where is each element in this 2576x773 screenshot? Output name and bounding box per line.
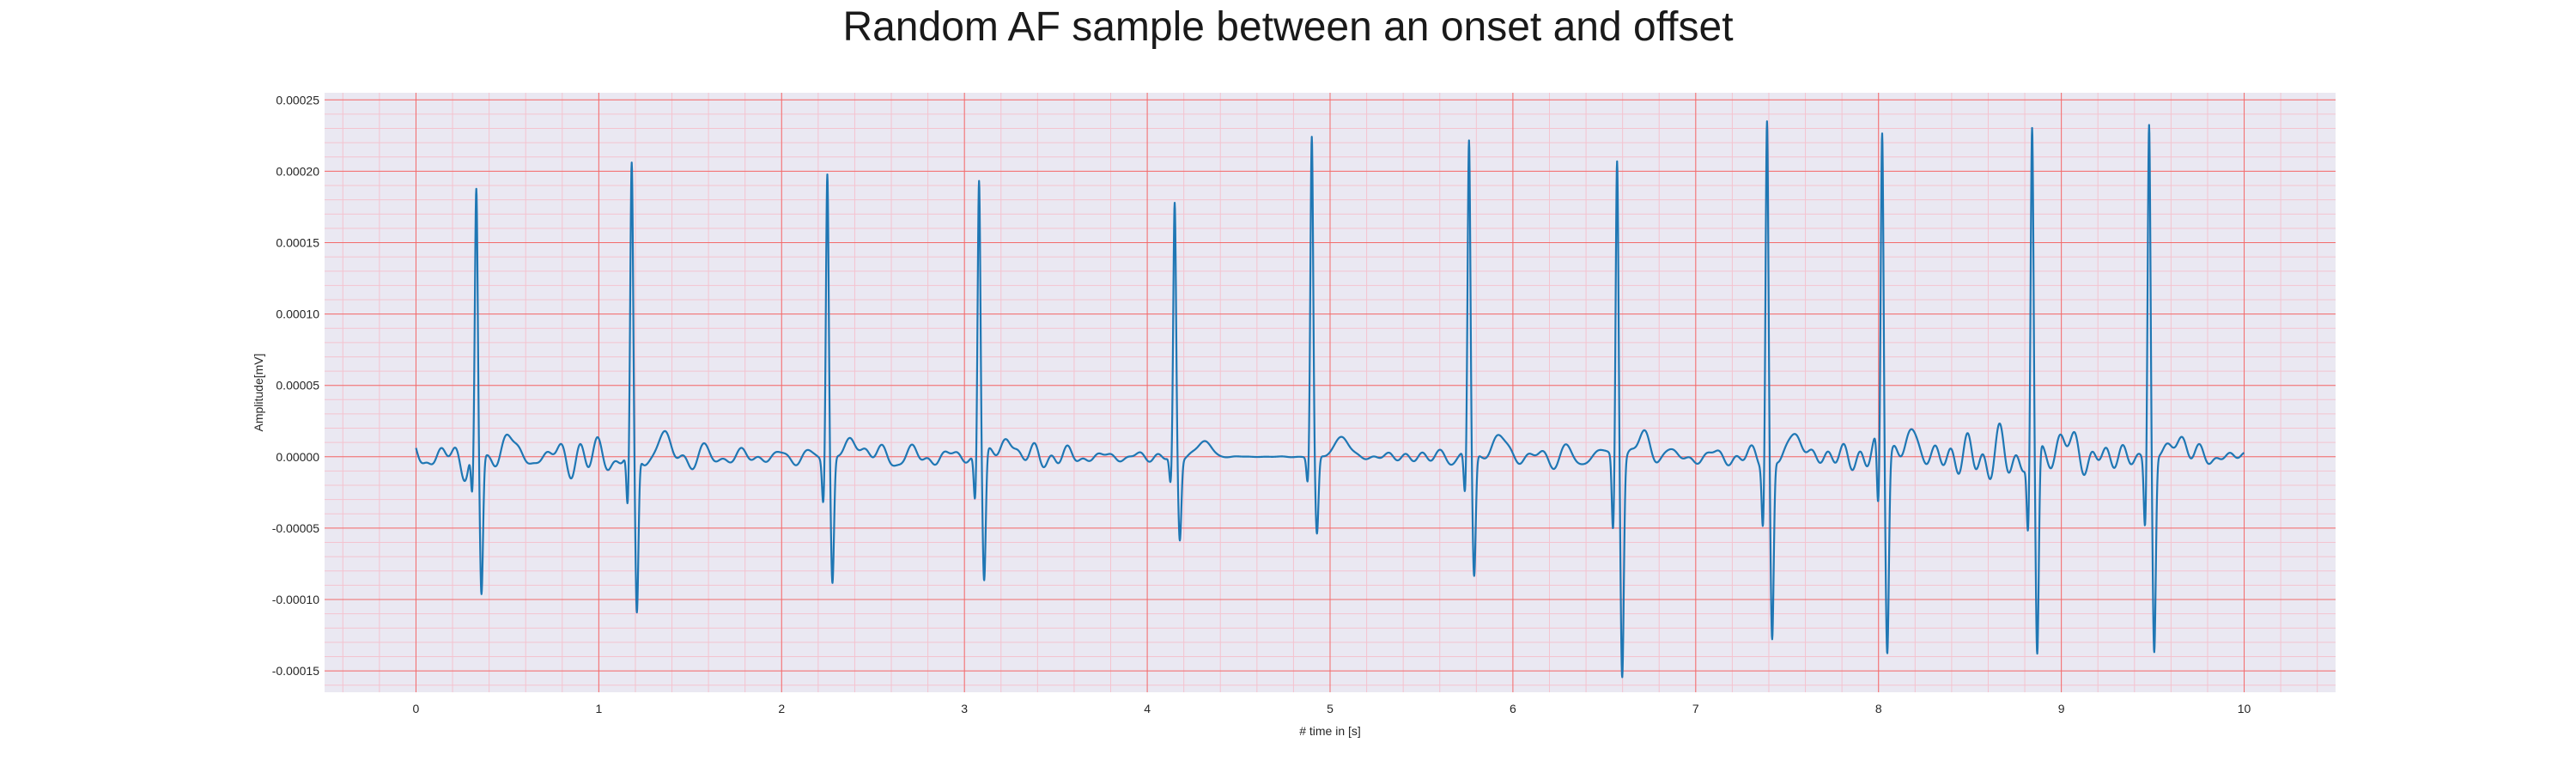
x-axis: 0 1 2 3 4 5 6 7 8 9 10 (413, 702, 2251, 715)
ecg-series-line (415, 120, 2245, 679)
x-tick-label: 10 (2238, 702, 2251, 715)
x-tick-label: 7 (1692, 702, 1699, 715)
x-tick-label: 5 (1327, 702, 1334, 715)
x-tick-label: 4 (1144, 702, 1151, 715)
x-tick-label: 6 (1510, 702, 1516, 715)
y-axis-label: Amplitude[mV] (252, 353, 265, 431)
y-tick-label: -0.00015 (272, 664, 319, 678)
x-tick-label: 0 (413, 702, 420, 715)
y-tick-label: -0.00005 (272, 521, 319, 535)
x-tick-label: 2 (778, 702, 785, 715)
x-axis-label: # time in [s] (1299, 724, 1361, 738)
y-tick-label: 0.00005 (276, 379, 319, 393)
x-tick-label: 9 (2058, 702, 2065, 715)
x-tick-label: 1 (595, 702, 602, 715)
major-grid (325, 93, 2336, 692)
y-tick-label: 0.00020 (276, 164, 319, 178)
y-tick-label: 0.00010 (276, 307, 319, 321)
x-tick-label: 3 (961, 702, 968, 715)
y-tick-label: 0.00015 (276, 236, 319, 250)
y-tick-label: 0.00000 (276, 450, 319, 464)
y-tick-label: 0.00025 (276, 93, 319, 107)
y-tick-label: -0.00010 (272, 593, 319, 606)
y-axis: -0.00015 -0.00010 -0.00005 0.00000 0.00005 0.… (272, 93, 319, 678)
x-tick-label: 8 (1875, 702, 1882, 715)
chart-title: Random AF sample between an onset and of… (842, 4, 1734, 50)
